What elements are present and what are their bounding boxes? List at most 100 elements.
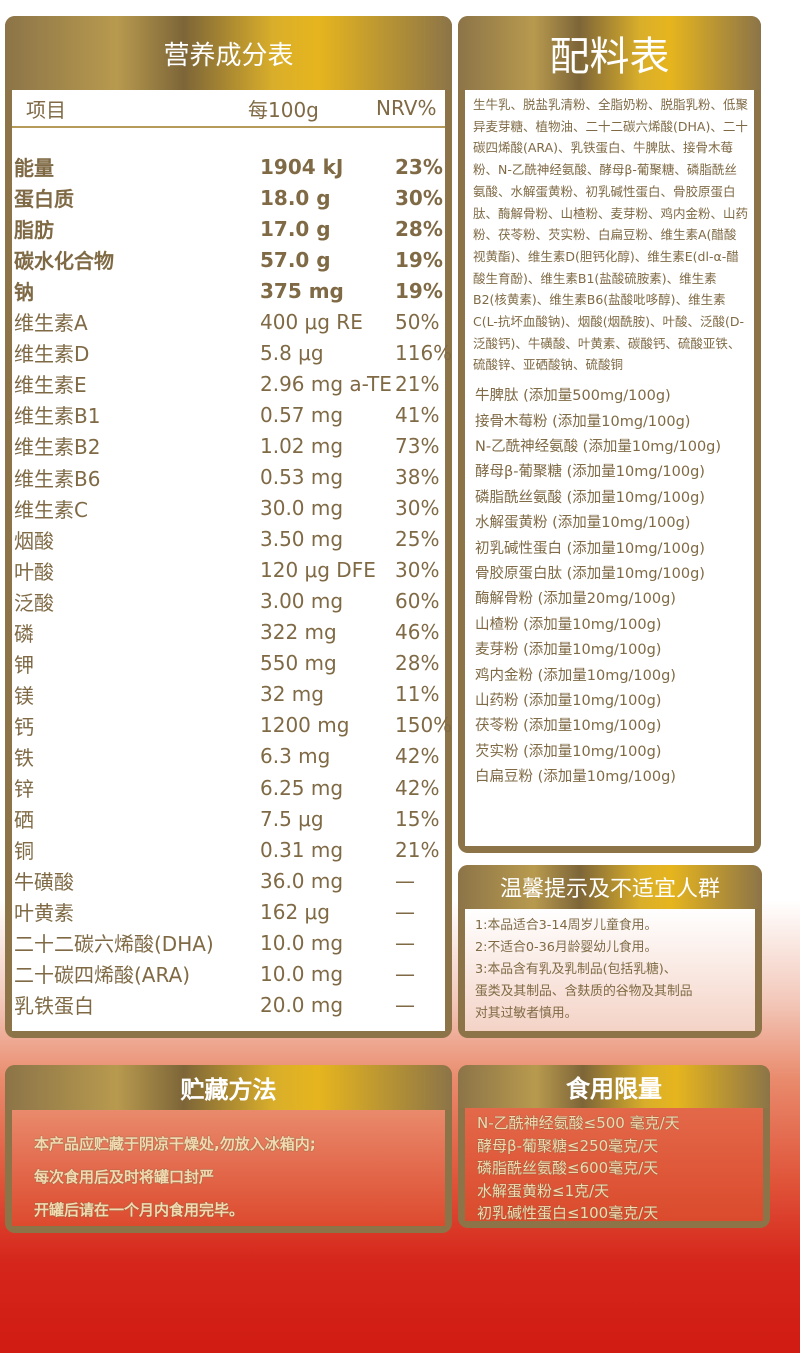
nutrient-nrv: 60% [395,589,440,614]
nutrient-nrv: 30% [395,558,440,583]
nutrient-value: 20.0 mg [260,992,344,1017]
nutrient-nrv: — [395,868,415,893]
nutrient-value: 322 mg [260,620,337,645]
addition-item: 牛脾肽 (添加量500mg/100g) [475,388,671,405]
warning-line: 1:本品适合3-14周岁儿童食用。 [475,918,658,933]
nutrient-nrv: — [395,930,415,955]
nutrient-nrv: 116% [395,340,453,365]
nutrition-header: 项目 每100g NRV% [12,90,445,128]
nutrient-value: 5.8 μg [260,340,324,365]
warning-line: 2:不适合0-36月龄婴幼儿食用。 [475,940,658,955]
nutrition-row: 锌 6.25 mg 42% [12,772,445,803]
addition-item: 酵母β-葡聚糖 (添加量10mg/100g) [475,464,705,481]
nutrition-row: 磷 322 mg 46% [12,617,445,648]
nutrient-name: 钾 [14,652,34,677]
addition-item: 酶解骨粉 (添加量20mg/100g) [475,591,676,608]
addition-item: 白扁豆粉 (添加量10mg/100g) [475,769,676,786]
nutrient-nrv: 73% [395,433,440,458]
nutrient-value: 10.0 mg [260,961,344,986]
limit-line: 初乳碱性蛋白≤100毫克/天 [477,1204,659,1222]
nutrient-nrv: 38% [395,465,440,489]
header-nrv: NRV% [376,96,437,120]
addition-item: 山药粉 (添加量10mg/100g) [475,693,662,710]
warnings-panel: 温馨提示及不适宜人群 1:本品适合3-14周岁儿童食用。 2:不适合0-36月龄婴… [458,865,762,1038]
nutrient-value: 10.0 mg [260,930,344,955]
storage-line: 开罐后请在一个月内食用完毕。 [34,1201,245,1219]
nutrition-row: 维生素A 400 μg RE 50% [12,306,445,337]
storage-panel: 贮藏方法 本产品应贮藏于阴凉干燥处,勿放入冰箱内; 每次食用后及时将罐口封严 开罐后… [5,1065,452,1233]
nutrient-nrv: 21% [395,371,440,396]
nutrition-row: 硒 7.5 μg 15% [12,803,445,834]
nutrient-name: 能量 [14,156,54,180]
nutrient-value: 162 μg [260,899,330,924]
nutrient-value: 57.0 g [260,247,331,272]
nutrient-name: 维生素B2 [14,435,101,460]
nutrient-nrv: — [395,961,415,986]
nutrition-row: 镁 32 mg 11% [12,679,445,710]
nutrition-row: 蛋白质 18.0 g 30% [12,182,445,213]
nutrient-nrv: 46% [395,620,440,645]
nutrition-panel: 营养成分表 项目 每100g NRV% 能量 1904 kJ 23% 蛋白质 18.0 … [5,16,452,1038]
nutrient-name: 硒 [14,808,34,833]
nutrient-nrv: 30% [395,496,440,521]
storage-title: 贮藏方法 [5,1065,452,1110]
header-per100g: 每100g [248,97,319,122]
nutrient-value: 0.53 mg [260,465,344,489]
nutrient-name: 叶黄素 [14,901,74,926]
nutrition-row: 维生素B1 0.57 mg 41% [12,399,445,430]
nutrition-row: 铜 0.31 mg 21% [12,834,445,865]
nutrition-row: 二十二碳六烯酸(DHA) 10.0 mg — [12,927,445,958]
nutrient-name: 维生素D [14,342,90,367]
nutrition-row: 铁 6.3 mg 42% [12,741,445,772]
nutrition-row: 钾 550 mg 28% [12,648,445,679]
nutrient-nrv: 50% [395,309,440,334]
nutrient-name: 锌 [14,777,34,801]
header-item: 项目 [26,97,66,122]
nutrient-value: 0.31 mg [260,837,344,862]
nutrient-name: 泛酸 [14,590,54,615]
addition-item: 骨胶原蛋白肽 (添加量10mg/100g) [475,565,705,582]
nutrient-nrv: — [395,992,415,1017]
warning-line: 蛋类及其制品、含麸质的谷物及其制品 [475,984,693,999]
nutrient-value: 6.3 mg [260,744,331,769]
nutrient-nrv: 42% [395,744,440,769]
warning-line: 对其过敏者慎用。 [475,1006,578,1021]
nutrient-nrv: 23% [395,154,443,179]
nutrient-name: 铜 [14,839,34,864]
nutrient-name: 叶酸 [14,559,54,584]
nutrient-name: 碳水化合物 [14,249,114,274]
nutrient-name: 维生素C [14,497,88,522]
warning-line: 3:本品含有乳及乳制品(包括乳糖)、 [475,962,677,977]
nutrient-nrv: 21% [395,837,440,862]
addition-item: 水解蛋黄粉 (添加量10mg/100g) [475,515,691,532]
nutrient-value: 30.0 mg [260,496,344,521]
nutrient-nrv: 41% [395,402,440,427]
nutrient-name: 钙 [14,714,34,739]
nutrient-nrv: 150% [395,713,453,738]
nutrient-nrv: 25% [395,527,440,552]
nutrient-value: 120 μg DFE [260,558,376,583]
nutrient-value: 1200 mg [260,713,350,738]
nutrition-row: 钙 1200 mg 150% [12,710,452,741]
addition-item: 茯苓粉 (添加量10mg/100g) [475,718,662,735]
nutrient-value: 1.02 mg [260,433,344,458]
nutrient-name: 维生素A [14,311,88,336]
nutrient-value: 36.0 mg [260,868,344,893]
nutrition-title: 营养成分表 [5,16,452,90]
nutrient-value: 0.57 mg [260,402,344,427]
nutrition-row: 维生素E 2.96 mg a-TE 21% [12,368,445,399]
nutrition-row: 脂肪 17.0 g 28% [12,213,445,244]
nutrient-nrv: 15% [395,806,440,831]
additions-list: 牛脾肽 (添加量500mg/100g) 接骨木莓粉 (添加量10mg/100g) N… [465,376,754,791]
limits-list: N-乙酰神经氨酸≤500 毫克/天 酵母β-葡聚糖≤250毫克/天 磷脂酰丝氨酸≤6… [465,1108,763,1222]
nutrient-nrv: 19% [395,278,443,303]
nutrient-nrv: 30% [395,185,443,210]
nutrient-value: 550 mg [260,651,337,676]
nutrient-name: 烟酸 [14,528,54,553]
limit-line: 水解蛋黄粉≤1克/天 [477,1181,610,1200]
warnings-title: 温馨提示及不适宜人群 [458,865,762,909]
nutrient-nrv: 11% [395,682,440,707]
nutrient-value: 7.5 μg [260,806,324,831]
nutrition-row: 牛磺酸 36.0 mg — [12,865,445,896]
nutrition-row: 维生素C 30.0 mg 30% [12,493,445,524]
